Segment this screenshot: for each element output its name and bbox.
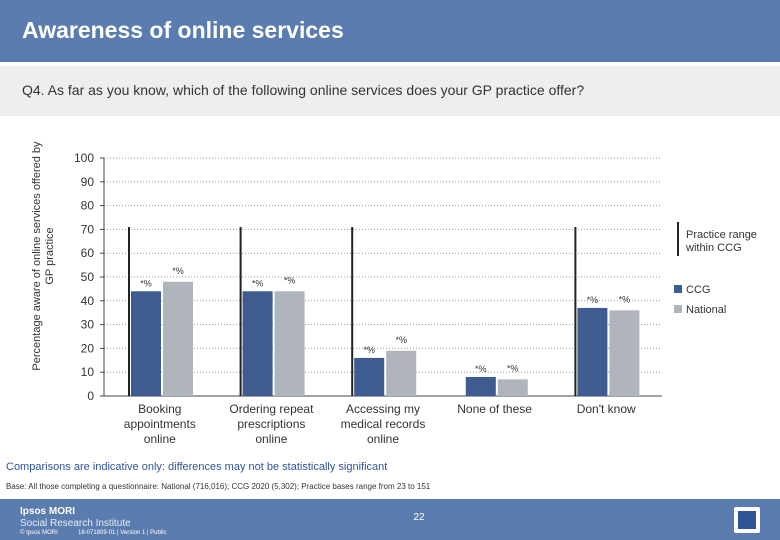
bar-ccg: [465, 376, 496, 396]
y-tick-label: 100: [74, 151, 94, 165]
x-tick-label: Ordering repeat prescriptions online: [229, 402, 314, 446]
ipsos-logo-icon: [734, 507, 760, 533]
y-tick-label: 20: [81, 341, 95, 355]
legend-range-label: Practice range within CCG: [685, 229, 757, 254]
bar-national: [497, 379, 528, 396]
data-label-ccg: *%: [363, 345, 375, 355]
page-number: 22: [413, 512, 425, 523]
footer-bar: [0, 499, 780, 540]
question-bar: [0, 66, 780, 116]
bar-ccg: [354, 357, 385, 396]
bar-national: [274, 291, 305, 396]
data-label-national: *%: [172, 266, 184, 276]
x-tick-label: Booking appointments online: [124, 402, 196, 446]
copyright: © Ipsos MORI: [20, 530, 58, 536]
page-title: Awareness of online services: [22, 17, 344, 43]
bar-national: [386, 350, 417, 396]
y-tick-label: 30: [81, 318, 95, 332]
y-tick-label: 40: [81, 294, 95, 308]
y-tick-label: 90: [81, 175, 95, 189]
comparison-note: Comparisons are indicative only: differe…: [6, 461, 388, 473]
y-tick-label: 50: [81, 270, 95, 284]
bar-national: [163, 281, 193, 396]
y-tick-label: 0: [87, 389, 94, 403]
data-label-national: *%: [395, 335, 407, 345]
y-tick-label: 10: [81, 365, 95, 379]
data-label-ccg: *%: [587, 295, 599, 305]
legend-national-label: National: [686, 304, 726, 316]
data-label-ccg: *%: [475, 364, 487, 374]
data-label-national: *%: [619, 294, 631, 304]
bar-ccg: [242, 291, 273, 396]
legend-ccg-swatch: [674, 285, 682, 293]
title-bar: [0, 0, 780, 62]
x-tick-label: None of these: [457, 402, 532, 416]
y-tick-label: 70: [81, 222, 95, 236]
bar-national: [609, 310, 640, 396]
x-tick-label: Don't know: [577, 402, 636, 416]
sub-brand: Social Research Institute: [20, 518, 131, 529]
bar-ccg: [131, 291, 161, 396]
data-label-national: *%: [284, 275, 296, 285]
brand-logo: Ipsos MORI: [20, 506, 76, 517]
version-text: 18-071809-01 | Version 1 | Public: [78, 530, 167, 536]
y-tick-label: 80: [81, 199, 95, 213]
question-text: Q4. As far as you know, which of the fol…: [22, 82, 585, 98]
y-tick-label: 60: [81, 246, 95, 260]
legend-national-swatch: [674, 305, 682, 313]
base-note: Base: All those completing a questionnai…: [6, 482, 431, 491]
data-label-ccg: *%: [140, 278, 152, 288]
legend-ccg-label: CCG: [686, 284, 710, 296]
data-label-national: *%: [507, 363, 519, 373]
data-label-ccg: *%: [252, 278, 264, 288]
x-tick-label: Accessing my medical records online: [341, 402, 426, 446]
bar-ccg: [577, 307, 608, 396]
